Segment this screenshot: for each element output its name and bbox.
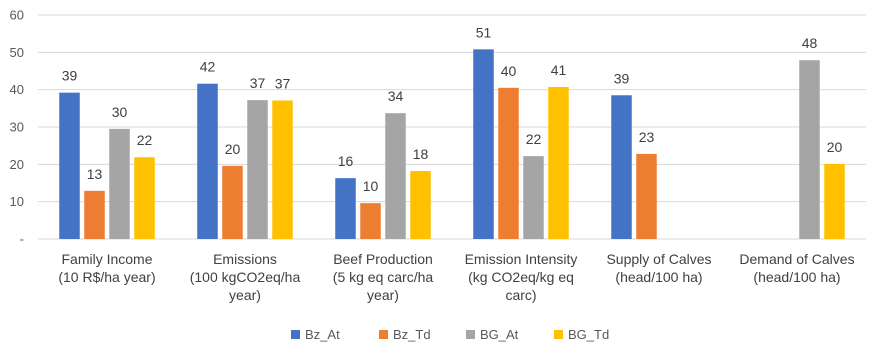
category-label: Family Income (10 R$/ha year)	[58, 251, 155, 285]
data-label: 22	[137, 132, 153, 148]
bar-bg-at	[247, 100, 268, 240]
data-label: 51	[476, 24, 492, 40]
category-label-line: year)	[229, 287, 261, 303]
category-label-line: (10 R$/ha year)	[58, 269, 155, 285]
bar-bz-at	[335, 178, 356, 239]
bar-bg-at	[523, 156, 544, 239]
y-tick-label: 60	[10, 8, 24, 23]
x-axis-category-labels: Family Income (10 R$/ha year) Emissions (10…	[58, 251, 854, 303]
bar-bg-at	[799, 60, 820, 239]
category-label-line: (5 kg eq carc/ha	[333, 269, 434, 285]
bar-bg-at	[109, 128, 130, 239]
category-label-line: (head/100 ha)	[753, 269, 840, 285]
data-label: 34	[388, 88, 404, 104]
category-label-line: Demand of Calves	[739, 251, 854, 267]
y-tick-label: 20	[10, 157, 24, 172]
legend-swatch	[466, 330, 475, 339]
category-label-line: (head/100 ha)	[615, 269, 702, 285]
category-label: Beef Production (5 kg eq carc/ha year)	[333, 251, 434, 303]
bar-bg-td	[134, 157, 155, 239]
data-label: 16	[338, 153, 354, 169]
bar-bg-td	[410, 171, 431, 239]
data-label: 40	[501, 63, 517, 79]
legend: Bz_At Bz_Td BG_At BG_Td	[291, 327, 609, 342]
bar-bz-at	[197, 83, 218, 240]
bar-bz-td	[498, 87, 519, 239]
category-label-line: year)	[367, 287, 399, 303]
gridlines	[38, 14, 866, 240]
data-label: 39	[614, 70, 630, 86]
bar-bg-td	[272, 100, 293, 239]
data-label: 39	[62, 68, 78, 84]
y-tick-label: 30	[10, 120, 24, 135]
category-label: Supply of Calves (head/100 ha)	[606, 251, 711, 285]
data-label: 41	[551, 62, 567, 78]
data-label: 48	[802, 35, 818, 51]
legend-label: Bz_Td	[393, 327, 431, 342]
legend-label: Bz_At	[305, 327, 340, 342]
y-tick-label: 40	[10, 82, 24, 97]
bar-bz-td	[360, 203, 381, 239]
category-label: Demand of Calves (head/100 ha)	[739, 251, 854, 285]
y-axis-tick-labels: - 10 20 30 40 50 60	[10, 8, 24, 247]
y-tick-label: -	[20, 232, 24, 247]
bar-bz-at	[473, 49, 494, 240]
legend-label: BG_At	[480, 327, 519, 342]
bar-bz-at	[59, 92, 80, 239]
data-label: 20	[827, 139, 843, 155]
category-label-line: Beef Production	[333, 251, 433, 267]
bar-bz-at	[611, 95, 632, 240]
data-label: 37	[250, 75, 266, 91]
bar-bz-td	[222, 165, 243, 239]
category-label: Emissions (100 kgCO2eq/ha year)	[190, 251, 301, 303]
bar-bz-td	[84, 190, 105, 239]
category-label-line: Supply of Calves	[606, 251, 711, 267]
legend-swatch	[291, 330, 300, 339]
y-tick-label: 50	[10, 45, 24, 60]
category-label-line: (kg CO2eq/kg eq	[468, 269, 574, 285]
data-label: 20	[225, 141, 241, 157]
data-label: 37	[275, 75, 291, 91]
category-label: Emission Intensity (kg CO2eq/kg eq carc)	[465, 251, 578, 303]
data-label: 30	[112, 104, 128, 120]
bar-bg-td	[824, 163, 845, 239]
data-label: 23	[639, 129, 655, 145]
y-tick-label: 10	[10, 194, 24, 209]
data-label: 10	[363, 178, 379, 194]
data-label: 22	[526, 131, 542, 147]
category-label-line: Emissions	[213, 251, 277, 267]
bar-bz-td	[636, 153, 657, 239]
data-label: 18	[413, 146, 429, 162]
data-labels: 39 42 16 51 39 13 20 10 40 23 30 37 34 22 48 22 37 18 41 20	[62, 24, 843, 194]
category-label-line: Family Income	[61, 251, 152, 267]
legend-swatch	[379, 330, 388, 339]
legend-label: BG_Td	[568, 327, 609, 342]
data-label: 42	[200, 59, 216, 75]
bar-bg-td	[548, 87, 569, 239]
data-label: 13	[87, 166, 103, 182]
bars	[59, 49, 845, 240]
bar-bg-at	[385, 113, 406, 239]
category-label-line: (100 kgCO2eq/ha	[190, 269, 301, 285]
category-label-line: Emission Intensity	[465, 251, 578, 267]
legend-swatch	[554, 330, 563, 339]
category-label-line: carc)	[505, 287, 536, 303]
